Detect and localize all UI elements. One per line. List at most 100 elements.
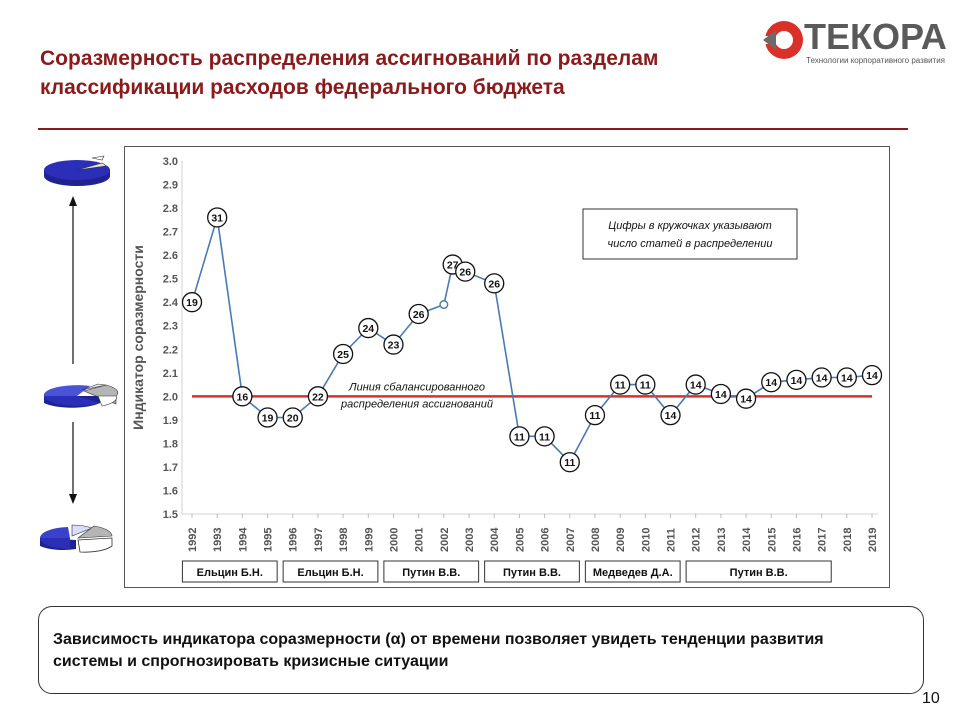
data-point	[660, 405, 681, 426]
data-label: 14	[665, 410, 677, 422]
data-label: 14	[866, 370, 878, 382]
x-tick-label: 2001	[414, 528, 426, 552]
x-tick-label: 2012	[691, 528, 703, 552]
period-box	[584, 560, 681, 583]
y-tick-label: 2.4	[163, 297, 179, 309]
data-label: 23	[388, 340, 400, 352]
data-point	[307, 386, 329, 407]
data-label: 27	[447, 260, 459, 272]
x-tick-label: 2014	[741, 527, 753, 552]
x-tick-label: 1992	[187, 528, 199, 552]
pie-chart-icon	[44, 155, 110, 186]
data-point	[282, 407, 303, 428]
data-point	[358, 317, 379, 339]
data-point	[181, 292, 203, 313]
data-label: 11	[589, 410, 600, 422]
x-tick-label: 2017	[817, 528, 829, 552]
period-label: Путин В.В.	[503, 567, 561, 579]
x-tick-label: 2013	[716, 528, 728, 552]
balance-line-label: Линия сбалансированного	[348, 381, 485, 393]
y-tick-label: 2.2	[163, 344, 178, 356]
annotation-text: число статей в распределении	[608, 238, 773, 250]
data-label: 26	[488, 278, 500, 290]
chart-panel: 1.5 1.6 1.7 1.8 1.9 2.0 2.1 2.2 2.3 2.4 2.5 2.6 2.7 2…	[124, 146, 890, 588]
data-point	[383, 334, 404, 355]
data-point	[257, 407, 278, 428]
data-point	[786, 369, 807, 391]
data-point	[484, 273, 505, 294]
data-point	[455, 261, 476, 282]
x-tick-label: 1997	[313, 528, 325, 552]
data-point	[207, 207, 228, 228]
data-label: 14	[690, 380, 702, 392]
data-point	[836, 367, 857, 388]
slide-title: Соразмерность распределения ассигнований…	[40, 47, 659, 99]
data-label: 11	[640, 380, 651, 392]
data-point	[439, 300, 449, 310]
x-tick-label: 2016	[791, 528, 803, 552]
data-label: 14	[841, 373, 853, 385]
y-tick-label: 2.5	[163, 274, 178, 286]
pie-chart-icon	[39, 524, 113, 553]
period-box	[484, 560, 580, 583]
x-tick-label: 2003	[464, 528, 476, 552]
data-label: 26	[459, 267, 471, 279]
data-point	[609, 374, 631, 395]
title-divider	[38, 128, 908, 130]
logo-name: ТЕКОРА	[804, 16, 947, 57]
data-label: 25	[337, 349, 349, 361]
page-number: 10	[922, 690, 940, 707]
x-tick-label: 1999	[363, 528, 375, 552]
y-tick-label: 2.6	[163, 250, 178, 262]
data-label: 14	[765, 377, 777, 389]
y-tick-label: 3.0	[163, 156, 178, 168]
pie-chart-icon	[43, 383, 119, 408]
conclusion-box: Зависимость индикатора соразмерности (α)…	[38, 606, 924, 694]
annotation-text: Цифры в кружочках указывают	[608, 220, 772, 232]
period-label: Ельцин Б.Н.	[297, 567, 363, 579]
data-point	[735, 388, 757, 409]
line-chart: 1.5 1.6 1.7 1.8 1.9 2.0 2.1 2.2 2.3 2.4 2.5 2.6 2.7 2…	[130, 156, 883, 583]
x-tick-label: 2019	[867, 528, 879, 552]
y-tick-label: 2.9	[163, 180, 178, 192]
period-box	[685, 560, 832, 583]
y-tick-label: 1.6	[163, 485, 178, 497]
data-label: 19	[262, 413, 274, 425]
x-tick-label: 1996	[288, 528, 300, 552]
y-tick-label: 1.5	[163, 509, 178, 521]
x-tick-label: 2009	[615, 528, 627, 552]
data-point	[232, 386, 253, 407]
data-point	[635, 374, 656, 395]
data-label: 19	[186, 297, 198, 309]
logo-mark-icon	[763, 21, 803, 59]
data-label: 11	[615, 380, 626, 392]
data-label: 11	[539, 431, 550, 443]
data-point	[710, 383, 732, 405]
data-label: 14	[715, 389, 727, 401]
x-tick-label: 2000	[388, 528, 400, 552]
data-label: 24	[362, 323, 374, 335]
logo-tagline: Технологии корпоративного развития	[806, 56, 946, 65]
data-point	[408, 303, 429, 325]
period-box	[383, 560, 480, 583]
data-point	[861, 365, 883, 386]
y-tick-label: 2.0	[163, 391, 178, 403]
data-point	[332, 343, 354, 365]
period-label: Путин В.В.	[402, 567, 460, 579]
y-axis-label: Индикатор соразмерности	[130, 245, 146, 430]
x-tick-label: 2010	[640, 528, 652, 552]
x-tick-label: 2018	[842, 528, 854, 552]
data-label: 31	[211, 212, 223, 224]
y-tick-label: 2.8	[163, 203, 178, 215]
data-label: 14	[740, 394, 752, 406]
x-tick-label: 2005	[514, 528, 526, 552]
data-label: 11	[564, 457, 575, 469]
x-tick-label: 1998	[338, 528, 350, 552]
data-point	[509, 426, 530, 447]
data-point	[685, 374, 706, 395]
y-tick-label: 2.3	[163, 321, 178, 333]
data-label: 26	[413, 309, 425, 321]
x-tick-label: 1995	[263, 528, 275, 552]
data-label: 22	[312, 391, 324, 403]
y-tick-label: 2.1	[163, 368, 178, 380]
